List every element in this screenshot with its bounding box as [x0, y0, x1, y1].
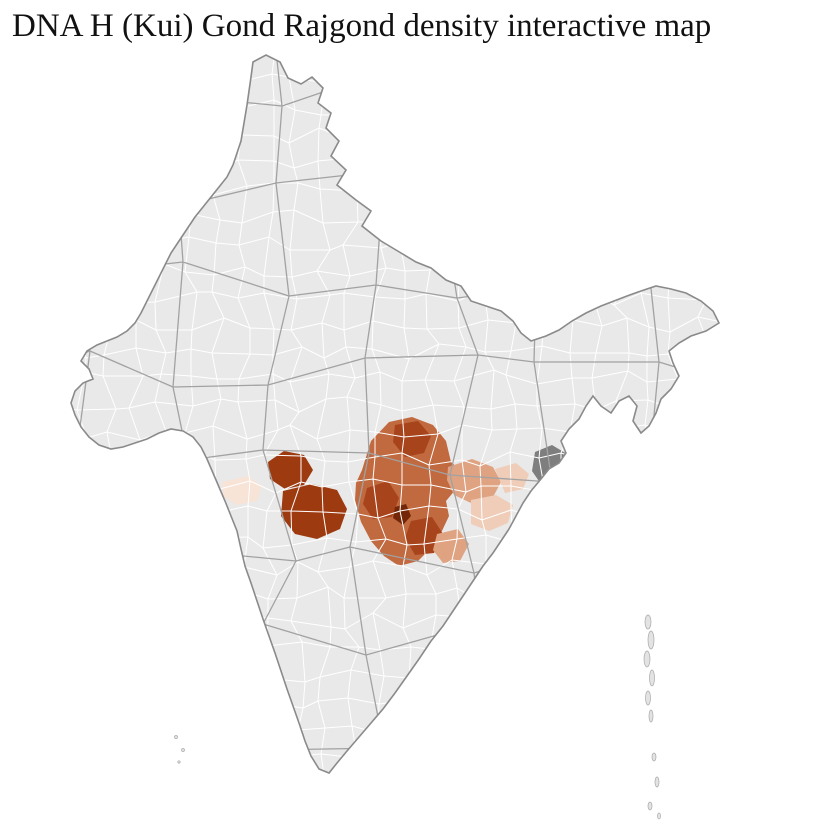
lakshadweep-islands	[174, 735, 185, 764]
district-region-low-a[interactable]	[447, 459, 501, 503]
district-region-midhigh-b[interactable]	[363, 481, 399, 519]
district-region-pale[interactable]	[222, 476, 262, 505]
district-region-low-b[interactable]	[433, 529, 469, 563]
andaman-islands	[643, 614, 661, 820]
district-region-high-west-a[interactable]	[268, 451, 313, 489]
page-title: DNA H (Kui) Gond Rajgond density interac…	[12, 8, 712, 44]
highlight-regions	[222, 417, 571, 566]
district-region-darkest[interactable]	[393, 504, 411, 525]
district-region-midhigh-c[interactable]	[405, 517, 443, 555]
